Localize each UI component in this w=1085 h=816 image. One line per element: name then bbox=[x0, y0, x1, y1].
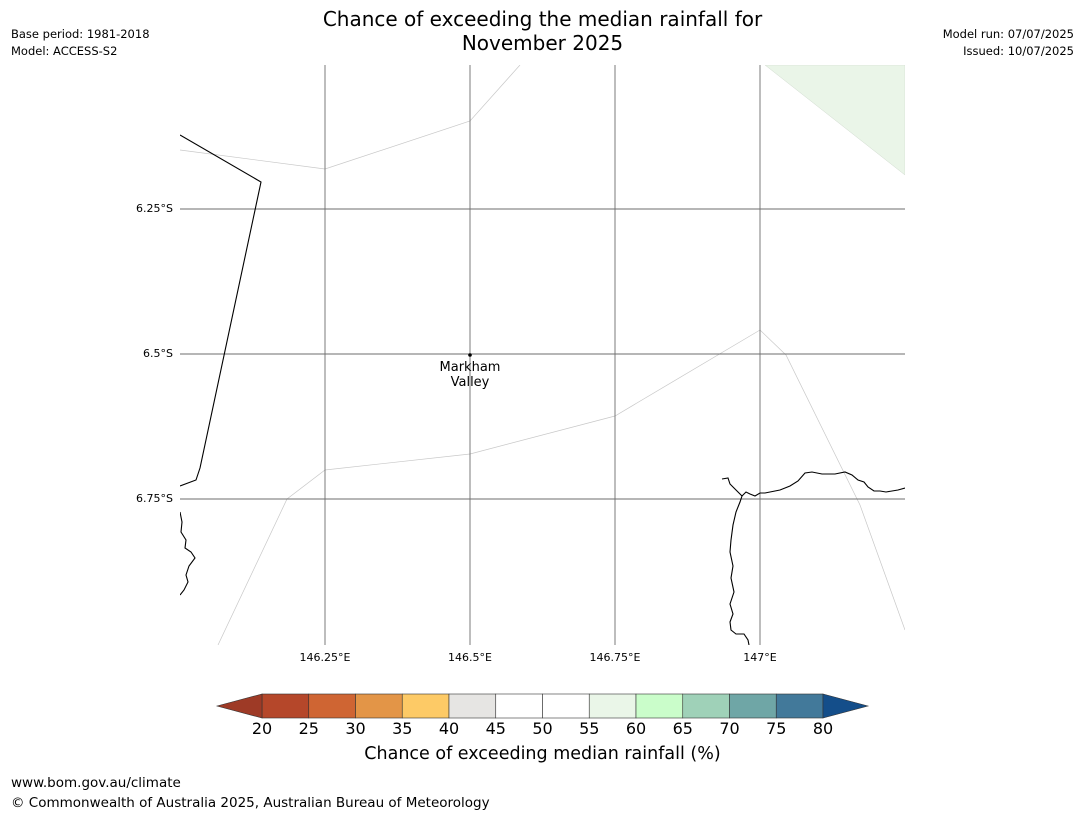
colorbar-tick-label: 40 bbox=[438, 719, 460, 738]
colorbar-tick-label: 65 bbox=[672, 719, 693, 738]
coast-river bbox=[729, 495, 750, 645]
footer-url: www.bom.gov.au/climate bbox=[11, 775, 181, 791]
title-line-1: Chance of exceeding the median rainfall … bbox=[322, 7, 763, 31]
colorbar-tick-label: 50 bbox=[532, 719, 553, 738]
lon-label-146-75: 146.75°E bbox=[589, 651, 641, 664]
lat-label-6-25: 6.25°S bbox=[136, 202, 173, 215]
map-layers bbox=[180, 65, 905, 645]
page-title: Chance of exceeding the median rainfall … bbox=[240, 7, 845, 55]
colorbar-tick-label: 55 bbox=[579, 719, 600, 738]
graticule bbox=[180, 65, 905, 645]
place-marker bbox=[468, 353, 472, 357]
lon-label-146-25: 146.25°E bbox=[299, 651, 351, 664]
colorbar-segment bbox=[588, 693, 637, 719]
colorbar-segment bbox=[635, 693, 684, 719]
border-line bbox=[180, 134, 262, 487]
shaded-region bbox=[764, 65, 905, 176]
header-meta-left: Base period: 1981-2018 Model: ACCESS-S2 bbox=[11, 26, 150, 60]
colorbar-high-extend bbox=[822, 693, 870, 719]
colorbar-tick-label: 70 bbox=[719, 719, 740, 738]
issued-text: Issued: 10/07/2025 bbox=[963, 44, 1074, 58]
lat-label-6-75: 6.75°S bbox=[136, 492, 173, 505]
colorbar-segment bbox=[542, 693, 590, 719]
colorbar-segment bbox=[729, 693, 777, 719]
colorbar-tick-label: 80 bbox=[812, 719, 834, 738]
colorbar-segment bbox=[495, 693, 543, 719]
coast-east bbox=[721, 471, 905, 497]
colorbar-label: Chance of exceeding median rainfall (%) bbox=[364, 744, 721, 764]
colorbar-tick-label: 25 bbox=[298, 719, 319, 738]
lat-label-6-5: 6.5°S bbox=[143, 347, 173, 360]
footer-copyright: © Commonwealth of Australia 2025, Austra… bbox=[11, 795, 490, 811]
lon-label-147: 147°E bbox=[743, 651, 777, 664]
colorbar-segments bbox=[261, 693, 824, 719]
colorbar-low-extend bbox=[215, 693, 263, 719]
colorbar-segment bbox=[775, 693, 824, 719]
colorbar-tick-label: 60 bbox=[625, 719, 647, 738]
colorbar-tick-label: 20 bbox=[251, 719, 273, 738]
colorbar-segment bbox=[261, 693, 310, 719]
colorbar-segment bbox=[308, 693, 356, 719]
colorbar-segment bbox=[401, 693, 450, 719]
place-label: Markham Valley bbox=[425, 360, 515, 390]
colorbar-tick-label: 35 bbox=[392, 719, 413, 738]
base-period-text: Base period: 1981-2018 bbox=[11, 27, 150, 41]
colorbar-segment bbox=[448, 693, 497, 719]
header-meta-right: Model run: 07/07/2025 Issued: 10/07/2025 bbox=[943, 26, 1074, 60]
place-name-line-2: Valley bbox=[450, 375, 490, 390]
coast-west bbox=[180, 511, 196, 596]
boundary-north bbox=[180, 65, 521, 170]
colorbar-tick-label: 75 bbox=[766, 719, 787, 738]
colorbar-tick-label: 30 bbox=[345, 719, 366, 738]
coastline bbox=[180, 134, 905, 645]
model-text: Model: ACCESS-S2 bbox=[11, 44, 118, 58]
model-run-text: Model run: 07/07/2025 bbox=[942, 27, 1074, 41]
colorbar-tick-label: 45 bbox=[485, 719, 506, 738]
lon-label-146-5: 146.5°E bbox=[448, 651, 492, 664]
place-name-line-1: Markham bbox=[439, 360, 501, 375]
title-line-2: November 2025 bbox=[461, 31, 624, 55]
colorbar-segment bbox=[355, 693, 403, 719]
colorbar-segment bbox=[682, 693, 730, 719]
